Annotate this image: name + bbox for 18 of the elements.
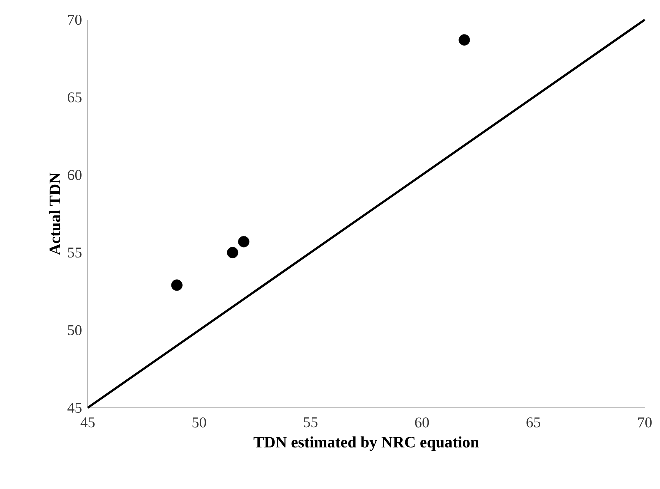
x-tick-label: 55	[304, 418, 318, 428]
y-tick-label: 55	[68, 248, 82, 258]
point	[458, 34, 470, 46]
y-tick-label: 60	[68, 170, 82, 180]
x-tick-label: 60	[415, 418, 430, 428]
y-tick-label: 50	[68, 325, 82, 336]
x-tick-label: 65	[526, 418, 540, 428]
x-tick-label: 50	[192, 418, 206, 428]
x-tick-label: 45	[80, 418, 95, 428]
y-tick-label: 65	[68, 92, 82, 103]
point	[171, 280, 183, 292]
point	[238, 236, 250, 248]
y-tick-label: 70	[68, 14, 82, 26]
y-tick-label: 45	[68, 403, 82, 413]
y-axis-title: Actual TDN	[49, 172, 61, 256]
x-tick-label: 70	[638, 418, 652, 428]
x-axis-title: TDN estimated by NRC equation	[254, 436, 480, 452]
point	[227, 247, 238, 258]
